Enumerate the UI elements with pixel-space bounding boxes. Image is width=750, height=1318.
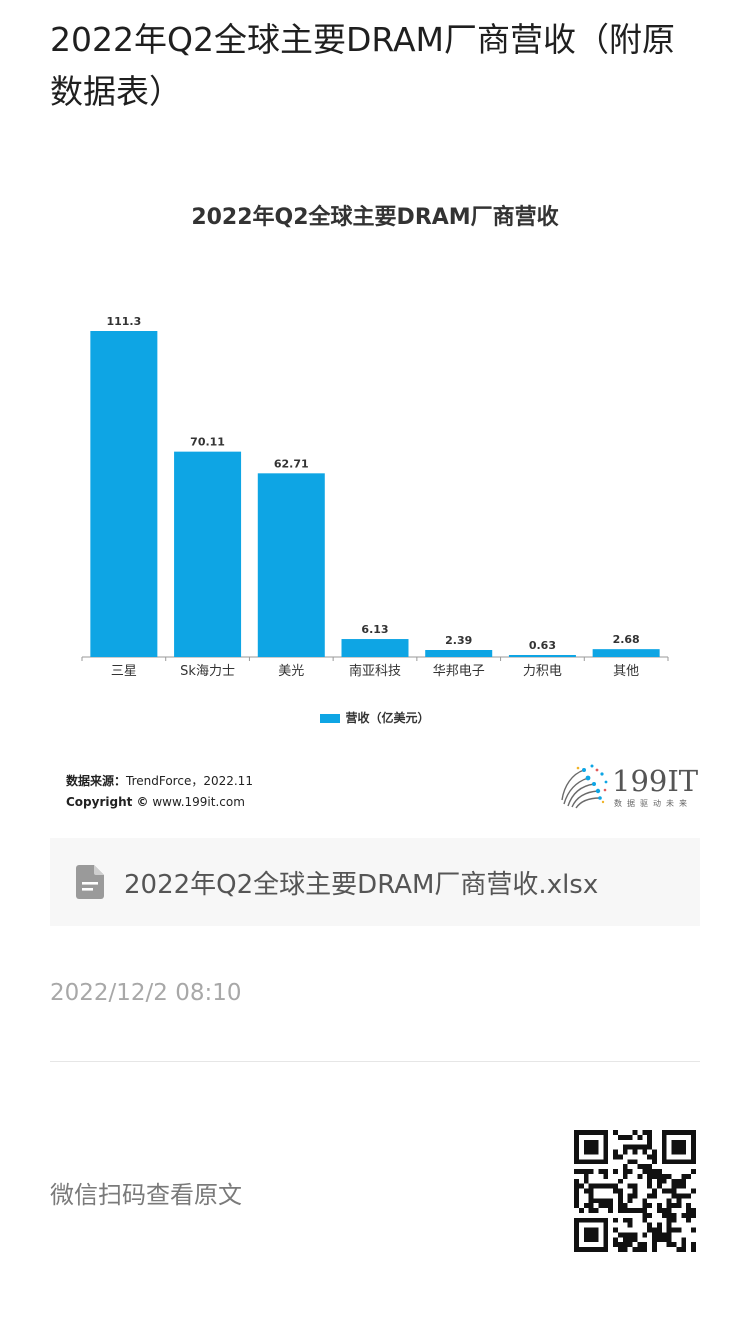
category-label: 美光: [278, 664, 304, 679]
bar-1: [174, 451, 242, 657]
category-label: 力积电: [523, 664, 562, 679]
bar-4: [425, 649, 493, 657]
article-title: 2022年Q2全球主要DRAM厂商营收（附原数据表）: [50, 20, 676, 111]
category-label: 南亚科技: [349, 663, 401, 679]
bar-value-label: 111.3: [106, 315, 141, 328]
qr-code-icon[interactable]: [574, 1130, 696, 1252]
chart-image: 2022年Q2全球主要DRAM厂商营收 111.3 三星 70.11 Sk海力士 62.…: [50, 185, 700, 825]
attachment-file-name[interactable]: 2022年Q2全球主要DRAM厂商营收.xlsx: [124, 870, 599, 900]
attachment-card[interactable]: 2022年Q2全球主要DRAM厂商营收.xlsx: [50, 838, 700, 926]
brand-logo: 199IT 数据驱动未来: [558, 760, 698, 812]
bar-3: [341, 639, 409, 657]
source-value: TrendForce，2022.11: [126, 774, 253, 788]
bar-value-label: 70.11: [190, 436, 225, 449]
document-icon: [76, 865, 104, 899]
publish-date: 2022/12/2 08:10: [50, 980, 242, 1006]
brand-name: 199IT: [612, 764, 699, 798]
bar-6: [592, 649, 660, 657]
divider: [50, 1061, 700, 1062]
category-label: 华邦电子: [433, 664, 485, 679]
brand-slogan: 数据驱动未来: [614, 799, 692, 808]
legend-label: 营收（亿美元）: [345, 711, 430, 725]
bar-value-label: 2.39: [445, 634, 472, 647]
bar-0: [90, 331, 158, 657]
chart-legend: 营收（亿美元）: [50, 709, 700, 726]
chart-source: 数据来源：TrendForce，2022.11 Copyright © www.…: [66, 771, 253, 813]
copyright-value: www.199it.com: [148, 795, 245, 809]
bar-value-label: 0.63: [529, 639, 556, 652]
scan-prompt: 微信扫码查看原文: [50, 1181, 242, 1209]
bar-value-label: 2.68: [613, 633, 640, 646]
category-label: Sk海力士: [180, 664, 235, 679]
legend-swatch: [320, 714, 341, 723]
category-label: 其他: [613, 664, 639, 679]
category-label: 三星: [111, 664, 137, 679]
bar-chart: 111.3 三星 70.11 Sk海力士 62.71 美光 6.13 南亚科技 2.39 华邦电子…: [81, 315, 669, 679]
chart-title: 2022年Q2全球主要DRAM厂商营收: [191, 205, 559, 230]
bar-value-label: 62.71: [274, 457, 309, 470]
copyright-label: Copyright ©: [66, 795, 149, 809]
bar-value-label: 6.13: [361, 623, 388, 636]
bar-2: [257, 473, 325, 657]
bar-5: [508, 655, 576, 657]
source-label: 数据来源：: [66, 774, 127, 788]
brand-burst-icon: [561, 764, 608, 809]
